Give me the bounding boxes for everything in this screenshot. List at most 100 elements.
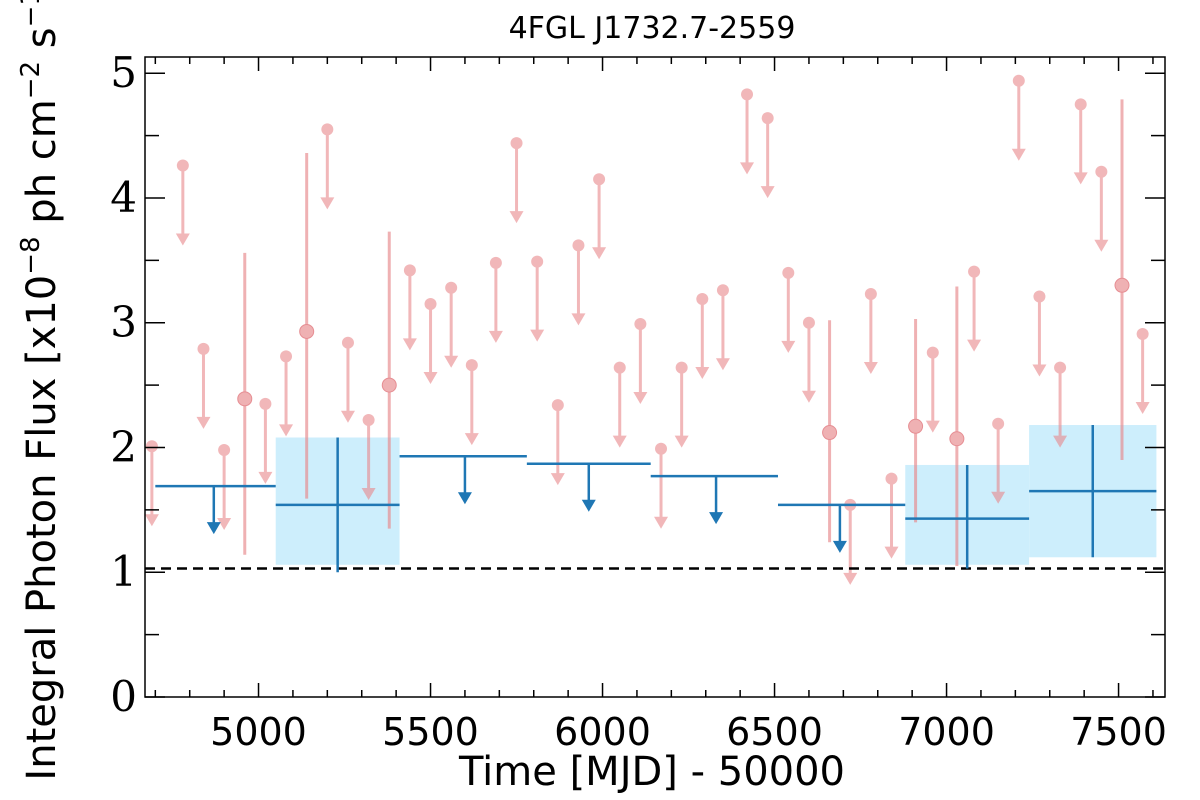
chart-title: 4FGL J1732.7-2559 bbox=[509, 11, 796, 46]
short-bin-upper-limit bbox=[444, 281, 459, 368]
short-bin-point bbox=[381, 377, 397, 393]
upper-limit-arrowhead bbox=[781, 340, 796, 353]
short-bin-point bbox=[321, 123, 334, 136]
upper-limit-arrowhead bbox=[715, 358, 730, 371]
upper-limit-arrowhead bbox=[709, 512, 724, 525]
short-bin-point bbox=[259, 397, 272, 410]
upper-limit-arrowhead bbox=[144, 514, 159, 527]
upper-limit-arrowhead bbox=[967, 339, 982, 352]
long-bin-detection bbox=[905, 464, 1030, 569]
short-bin-point bbox=[908, 418, 924, 434]
short-bin-upper-limit bbox=[740, 88, 755, 175]
short-bin-point bbox=[145, 440, 158, 453]
short-bin-point bbox=[885, 472, 898, 485]
short-bin-upper-limit bbox=[1053, 361, 1068, 448]
short-bin-point bbox=[280, 350, 293, 363]
upper-limit-arrowhead bbox=[581, 499, 596, 512]
y-tick-label: 5 bbox=[110, 48, 137, 97]
short-bin-upper-limit bbox=[695, 293, 710, 380]
long-bin-upper-limit bbox=[399, 454, 527, 505]
plot-area bbox=[144, 74, 1165, 585]
short-bin-upper-limit bbox=[654, 442, 669, 529]
upper-limit-arrowhead bbox=[530, 329, 545, 342]
upper-limit-arrowhead bbox=[760, 186, 775, 199]
upper-limit-arrowhead bbox=[1094, 239, 1109, 252]
short-bin-point bbox=[696, 293, 709, 306]
short-bin-point bbox=[802, 316, 815, 329]
y-tick-label: 2 bbox=[110, 422, 137, 471]
x-axis-label: Time [MJD] - 50000 bbox=[458, 749, 845, 795]
short-bin-upper-limit bbox=[991, 417, 1006, 504]
short-bin-upper-limit bbox=[423, 298, 438, 385]
short-bin-upper-limit bbox=[715, 284, 730, 371]
short-bin-upper-limit bbox=[1094, 165, 1109, 252]
short-bin-upper-limit bbox=[967, 265, 982, 352]
short-bin-point bbox=[572, 239, 585, 252]
upper-limit-arrowhead bbox=[217, 517, 232, 530]
short-bin-upper-limit bbox=[550, 399, 565, 486]
short-bin-point bbox=[465, 359, 478, 372]
x-tick-label: 6000 bbox=[554, 710, 651, 754]
long-bin-upper-limit bbox=[777, 503, 906, 553]
short-bin-point bbox=[716, 284, 729, 297]
upper-limit-arrowhead bbox=[320, 197, 335, 210]
short-bin-upper-limit bbox=[258, 397, 273, 484]
upper-limit-arrowhead bbox=[550, 473, 565, 486]
short-bin-point bbox=[968, 265, 981, 278]
short-bin-detection bbox=[822, 320, 838, 543]
short-bin-detection bbox=[381, 231, 397, 529]
upper-limit-arrowhead bbox=[801, 390, 816, 403]
upper-limit-arrowhead bbox=[509, 211, 524, 224]
upper-limit-arrowhead bbox=[884, 546, 899, 559]
short-bin-point bbox=[299, 323, 315, 339]
short-bin-point bbox=[926, 346, 939, 359]
short-bin-point bbox=[1114, 277, 1130, 293]
short-bin-point bbox=[1074, 98, 1087, 111]
upper-limit-arrowhead bbox=[340, 410, 355, 423]
short-bin-upper-limit bbox=[361, 414, 376, 501]
short-bin-upper-limit bbox=[884, 472, 899, 559]
upper-limit-arrowhead bbox=[423, 372, 438, 385]
short-bin-point bbox=[822, 425, 838, 441]
short-bin-upper-limit bbox=[320, 123, 335, 210]
short-bin-upper-limit bbox=[612, 361, 627, 448]
short-bin-detection bbox=[299, 153, 315, 499]
short-bin-point bbox=[1136, 327, 1149, 340]
y-tick-label: 0 bbox=[110, 672, 137, 721]
upper-limit-arrowhead bbox=[175, 233, 190, 246]
short-bin-point bbox=[176, 159, 189, 172]
short-bin-point bbox=[949, 431, 965, 447]
upper-limit-arrowhead bbox=[464, 433, 479, 446]
upper-limit-arrowhead bbox=[457, 492, 472, 505]
upper-limit-arrowhead bbox=[488, 330, 503, 343]
short-bin-point bbox=[445, 281, 458, 294]
short-bin-point bbox=[237, 391, 253, 407]
x-tick-label: 5500 bbox=[382, 710, 479, 754]
short-bin-point bbox=[531, 255, 544, 268]
axis-ticks: 5000 5500 6000 6500 7000 7500 0 1 2 3 4 5 bbox=[110, 48, 1167, 754]
upper-limit-arrowhead bbox=[832, 540, 847, 553]
upper-limit-arrowhead bbox=[740, 162, 755, 175]
short-bin-point bbox=[1012, 74, 1025, 87]
upper-limit-arrowhead bbox=[695, 367, 710, 380]
short-bin-point bbox=[761, 112, 774, 125]
short-bin-upper-limit bbox=[1011, 74, 1026, 161]
short-bin-point bbox=[510, 137, 523, 150]
short-bin-upper-limit bbox=[633, 317, 648, 404]
short-bin-upper-limit bbox=[863, 288, 878, 375]
long-bin-detection bbox=[1029, 425, 1157, 558]
y-tick-label: 1 bbox=[110, 547, 137, 596]
upper-limit-arrowhead bbox=[863, 362, 878, 375]
upper-limit-arrowhead bbox=[206, 522, 221, 535]
short-bin-upper-limit bbox=[674, 361, 689, 448]
long-bin-upper-limit bbox=[155, 484, 276, 535]
short-bin-point bbox=[634, 317, 647, 330]
short-bin-upper-limit bbox=[530, 255, 545, 342]
short-bin-upper-limit bbox=[464, 359, 479, 446]
plot-frame bbox=[144, 56, 1166, 698]
short-bin-detection bbox=[237, 252, 253, 555]
upper-limit-arrowhead bbox=[1073, 172, 1088, 185]
long-bin-detection bbox=[275, 437, 400, 573]
short-bin-upper-limit bbox=[1032, 290, 1047, 377]
short-bin-upper-limit bbox=[509, 137, 524, 224]
